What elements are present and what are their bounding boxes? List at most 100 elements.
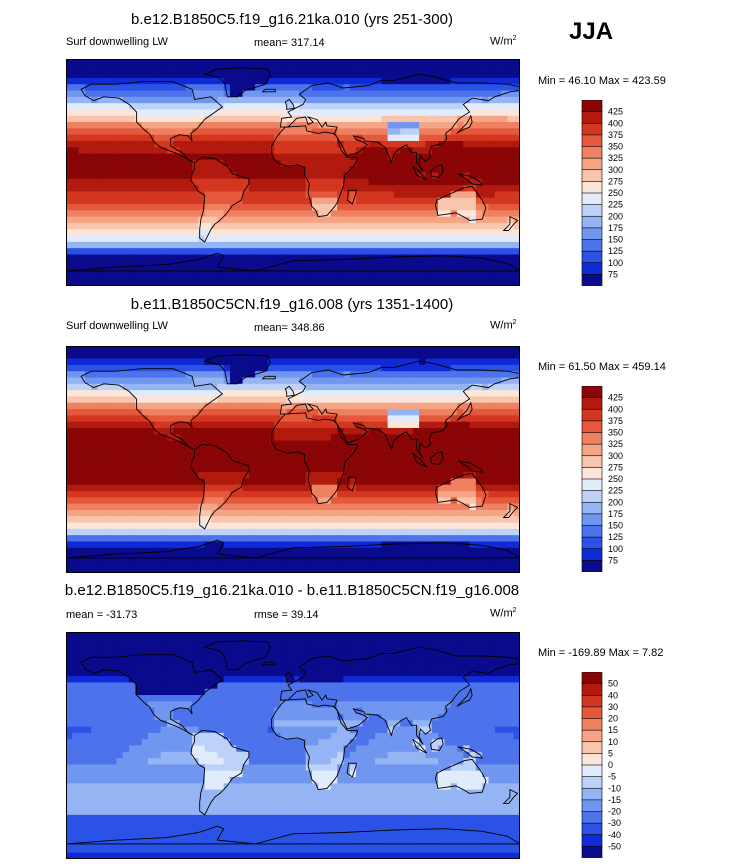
field-cell [299,279,307,286]
field-cell [122,364,130,372]
field-cell [475,134,483,142]
field-cell [425,159,433,167]
field-cell [242,222,250,230]
field-cell [305,65,313,73]
field-cell [469,178,477,186]
field-cell [280,248,288,256]
field-cell [400,516,408,524]
field-cell [91,109,99,117]
field-cell [412,446,420,454]
field-cell [431,109,439,117]
field-cell [507,216,515,224]
field-cell [412,159,420,167]
field-cell [154,122,162,129]
field-cell [84,71,92,79]
field-cell [135,59,143,66]
field-cell [356,134,363,142]
field-cell [255,415,263,423]
field-cell [211,421,218,429]
field-cell [204,84,212,92]
field-cell [97,222,105,230]
field-cell [324,377,332,385]
field-cell [318,77,326,85]
field-cell [217,178,225,186]
field-cell [419,65,427,73]
field-cell [374,229,382,237]
field-cell [160,122,168,129]
field-cell [255,535,263,543]
field-cell [488,497,496,505]
field-cell [488,235,496,243]
field-cell [387,84,395,92]
field-cell [387,115,395,123]
field-cell [324,522,332,530]
field-cell [393,166,401,174]
field-cell [299,273,307,281]
field-cell [318,478,326,486]
field-cell [400,210,408,218]
field-cell [356,497,363,505]
field-cell [330,216,338,224]
field-cell [223,178,231,186]
field-cell [406,491,414,498]
field-cell [110,273,118,281]
field-cell [412,528,420,536]
field-cell [374,472,382,480]
field-cell [381,77,389,85]
field-cell [223,522,231,530]
field-cell [141,122,149,129]
field-cell [198,96,206,104]
field-cell [160,396,168,404]
panel-1-title: b.e12.B1850C5.f19_g16.21ka.010 (yrs 251-… [131,11,453,28]
field-cell [154,241,162,249]
field-cell [438,235,445,243]
field-cell [129,96,136,104]
field-cell [425,497,433,505]
field-cell [84,478,92,486]
field-cell [311,528,319,536]
field-cell [261,503,269,511]
field-cell [192,103,200,111]
field-cell [431,248,439,256]
field-cell [349,260,357,268]
field-cell [419,84,427,92]
field-cell [431,279,439,286]
field-cell [141,396,149,404]
field-cell [154,59,162,66]
field-cell [154,159,162,167]
field-cell [356,77,363,85]
field-cell [229,535,237,543]
field-cell [261,77,269,85]
field-cell [280,159,288,167]
field-cell [494,472,502,480]
field-cell [135,241,143,249]
field-cell [198,90,206,98]
field-cell [229,273,237,281]
field-cell [66,478,73,486]
field-cell [456,159,464,167]
field-cell [122,248,130,256]
field-cell [311,427,319,435]
field-cell [374,522,382,530]
field-cell [166,465,174,473]
field-cell [318,273,326,281]
field-cell [349,352,357,360]
field-cell [305,115,313,123]
field-cell [242,390,250,398]
field-cell [412,415,420,423]
field-cell [198,197,206,205]
field-cell [362,134,370,142]
field-cell [154,547,162,555]
field-cell [173,358,181,366]
field-cell [185,235,193,243]
field-cell [482,352,490,360]
field-cell [349,446,357,454]
field-cell [305,248,313,256]
field-cell [425,71,433,79]
field-cell [501,235,508,243]
field-cell [66,547,73,555]
field-cell [387,535,395,543]
field-cell [368,159,376,167]
field-cell [72,364,80,372]
field-cell [475,71,483,79]
